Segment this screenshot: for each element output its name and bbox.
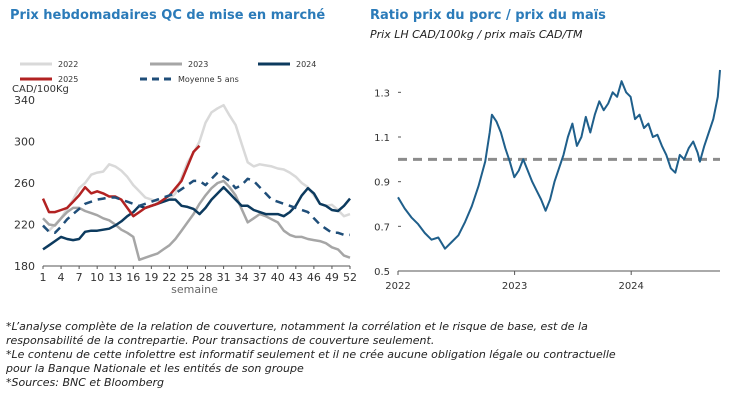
- legend-label: 2024: [296, 60, 316, 69]
- x-tick-label: 46: [307, 271, 321, 284]
- x-tick-label: 13: [108, 271, 122, 284]
- x-tick-label: 22: [162, 271, 176, 284]
- footnotes: *L’analyse complète de la relation de co…: [6, 320, 736, 390]
- x-tick-label: 1: [40, 271, 47, 284]
- x-tick-label: 2023: [502, 281, 527, 292]
- weekly-price-chart: 180 220 260 300 340 1 4 7 10 13 16 19 22 25 28 31 34 37 40…: [12, 60, 357, 296]
- x-tick-label: 4: [58, 271, 65, 284]
- x-tick-label: 10: [90, 271, 104, 284]
- x-tick-label: 25: [180, 271, 194, 284]
- x-tick-label: 40: [271, 271, 285, 284]
- y-tick-label: 0.7: [374, 222, 390, 233]
- x-tick-label: 37: [253, 271, 267, 284]
- x-tick-label: 7: [76, 271, 83, 284]
- legend-label: Moyenne 5 ans: [178, 75, 239, 84]
- footnote-line: pour la Banque Nationale et les entités …: [6, 362, 304, 375]
- y-tick-label: 180: [14, 260, 35, 273]
- x-tick-label: 34: [235, 271, 249, 284]
- y-tick-label: 300: [14, 136, 35, 149]
- x-tick-label: 19: [144, 271, 158, 284]
- y-tick-label: 220: [14, 219, 35, 232]
- x-tick-label: 49: [325, 271, 339, 284]
- series-line-2025: [41, 144, 201, 218]
- y-tick-label: 1.3: [374, 88, 390, 99]
- footnote-line: responsabilité de la contrepartie. Pour …: [6, 334, 435, 347]
- footnote-line: *Sources: BNC et Bloomberg: [6, 376, 165, 389]
- x-tick-label: 28: [199, 271, 213, 284]
- series-line-2023: [42, 179, 351, 262]
- x-tick-label: 2022: [385, 281, 410, 292]
- footnote-line: *Le contenu de cette infolettre est info…: [6, 348, 616, 361]
- y-tick-label: 260: [14, 177, 35, 190]
- x-tick-label: 2024: [618, 281, 643, 292]
- y-tick-label: 1.1: [374, 133, 390, 144]
- x-axis-label: semaine: [171, 283, 218, 296]
- y-tick-label: 0.9: [374, 178, 390, 189]
- x-tick-label: 52: [343, 271, 357, 284]
- x-tick-label: 43: [289, 271, 303, 284]
- x-tick-label: 16: [126, 271, 140, 284]
- y-tick-label: 0.5: [374, 267, 390, 278]
- y-axis-label: CAD/100Kg: [12, 84, 69, 95]
- y-tick-label: 340: [14, 94, 35, 107]
- legend-label: 2025: [58, 75, 78, 84]
- left-chart-title: Prix hebdomadaires QC de mise en marché: [10, 8, 326, 23]
- series-line-2024: [42, 185, 351, 251]
- x-tick-label: 31: [217, 271, 231, 284]
- ratio-series-line: [397, 69, 721, 250]
- footnote-line: *L’analyse complète de la relation de co…: [6, 320, 588, 333]
- series-line-moyenne-5-ans: [42, 171, 350, 237]
- legend-label: 2022: [58, 60, 78, 69]
- hog-corn-ratio-chart: 0.5 0.7 0.9 1.1 1.3 2022 2023 2024: [374, 69, 721, 292]
- legend-label: 2023: [188, 60, 208, 69]
- right-chart-title: Ratio prix du porc / prix du maïs: [370, 8, 606, 23]
- right-chart-subtitle: Prix LH CAD/100kg / prix maïs CAD/TM: [370, 28, 583, 41]
